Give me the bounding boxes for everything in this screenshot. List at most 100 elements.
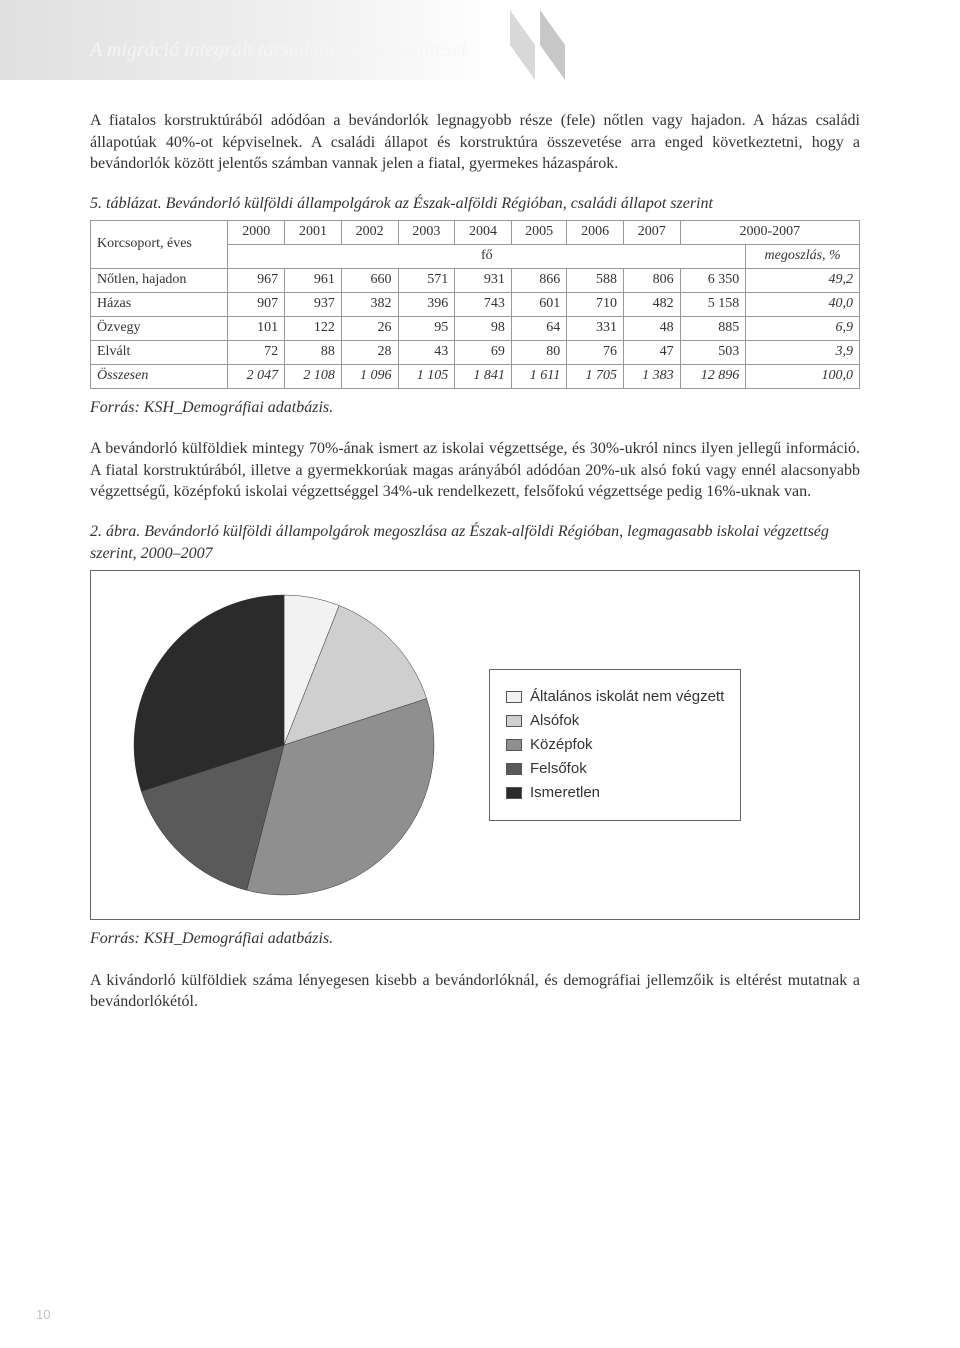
table-year-header: 2005 bbox=[511, 221, 566, 245]
table-corner-label: Korcsoport, éves bbox=[91, 221, 228, 269]
data-table: Korcsoport, éves200020012002200320042005… bbox=[90, 220, 860, 388]
legend-swatch-icon bbox=[506, 739, 522, 751]
table-cell: 76 bbox=[567, 340, 624, 364]
table-year-header: 2001 bbox=[285, 221, 342, 245]
data-table-container: Korcsoport, éves200020012002200320042005… bbox=[90, 220, 860, 388]
table-row: Elvált72882843698076475033,9 bbox=[91, 340, 860, 364]
legend-label: Általános iskolát nem végzett bbox=[530, 688, 724, 706]
table-range-header: 2000-2007 bbox=[680, 221, 859, 245]
table-cell: 571 bbox=[398, 269, 455, 293]
table-row: Összesen2 0472 1081 0961 1051 8411 6111 … bbox=[91, 364, 860, 388]
table-cell: 331 bbox=[567, 316, 624, 340]
page: A migráció integrált társadalmi megközel… bbox=[0, 0, 960, 1348]
intro-paragraph: A fiatalos korstruktúrából adódóan a bev… bbox=[90, 110, 860, 175]
table-row-label: Özvegy bbox=[91, 316, 228, 340]
table-cell: 396 bbox=[398, 293, 455, 317]
legend-swatch-icon bbox=[506, 715, 522, 727]
legend-item: Felsőfok bbox=[506, 760, 724, 778]
table-year-header: 2003 bbox=[398, 221, 455, 245]
legend-item: Alsófok bbox=[506, 712, 724, 730]
chart-caption: 2. ábra. Bevándorló külföldi állampolgár… bbox=[90, 521, 860, 564]
table-cell: 806 bbox=[623, 269, 680, 293]
table-cell: 931 bbox=[455, 269, 512, 293]
table-cell: 1 611 bbox=[511, 364, 566, 388]
legend-label: Középfok bbox=[530, 736, 593, 754]
table-cell: 1 096 bbox=[341, 364, 398, 388]
table-share-cell: 3,9 bbox=[746, 340, 860, 364]
table-cell: 1 105 bbox=[398, 364, 455, 388]
legend-label: Felsőfok bbox=[530, 760, 587, 778]
table-share-cell: 6,9 bbox=[746, 316, 860, 340]
legend-swatch-icon bbox=[506, 763, 522, 775]
table-row: Özvegy10112226959864331488856,9 bbox=[91, 316, 860, 340]
table-cell: 382 bbox=[341, 293, 398, 317]
table-row-label: Nőtlen, hajadon bbox=[91, 269, 228, 293]
table-row-label: Összesen bbox=[91, 364, 228, 388]
table-cell: 1 705 bbox=[567, 364, 624, 388]
legend-swatch-icon bbox=[506, 691, 522, 703]
table-share-cell: 40,0 bbox=[746, 293, 860, 317]
table-sum-cell: 6 350 bbox=[680, 269, 746, 293]
table-cell: 961 bbox=[285, 269, 342, 293]
legend-item: Általános iskolát nem végzett bbox=[506, 688, 724, 706]
table-cell: 482 bbox=[623, 293, 680, 317]
table-cell: 98 bbox=[455, 316, 512, 340]
table-cell: 710 bbox=[567, 293, 624, 317]
table-cell: 26 bbox=[341, 316, 398, 340]
education-paragraph: A bevándorló külföldiek mintegy 70%-ának… bbox=[90, 438, 860, 503]
table-cell: 660 bbox=[341, 269, 398, 293]
table-cell: 47 bbox=[623, 340, 680, 364]
table-cell: 1 841 bbox=[455, 364, 512, 388]
table-cell: 101 bbox=[228, 316, 285, 340]
table-cell: 1 383 bbox=[623, 364, 680, 388]
page-header: A migráció integrált társadalmi megközel… bbox=[0, 0, 960, 80]
table-sum-cell: 885 bbox=[680, 316, 746, 340]
table-cell: 967 bbox=[228, 269, 285, 293]
table-cell: 601 bbox=[511, 293, 566, 317]
pie-chart-box: Általános iskolát nem végzett Alsófok Közé… bbox=[90, 570, 860, 920]
table-cell: 28 bbox=[341, 340, 398, 364]
page-header-title: A migráció integrált társadalmi megközel… bbox=[90, 39, 466, 62]
table-cell: 69 bbox=[455, 340, 512, 364]
table-cell: 43 bbox=[398, 340, 455, 364]
table-unit-header: fő bbox=[228, 245, 746, 269]
table-cell: 64 bbox=[511, 316, 566, 340]
table-row: Házas9079373823967436017104825 15840,0 bbox=[91, 293, 860, 317]
table-year-header: 2000 bbox=[228, 221, 285, 245]
table-cell: 80 bbox=[511, 340, 566, 364]
closing-paragraph: A kivándorló külföldiek száma lényegesen… bbox=[90, 970, 860, 1013]
table-share-header: megoszlás, % bbox=[746, 245, 860, 269]
table-cell: 48 bbox=[623, 316, 680, 340]
table-cell: 743 bbox=[455, 293, 512, 317]
chart-source: Forrás: KSH_Demográfiai adatbázis. bbox=[90, 928, 860, 950]
table-year-header: 2004 bbox=[455, 221, 512, 245]
table-cell: 88 bbox=[285, 340, 342, 364]
table-sum-cell: 5 158 bbox=[680, 293, 746, 317]
chevron-decoration-icon bbox=[500, 10, 590, 80]
table-share-cell: 49,2 bbox=[746, 269, 860, 293]
table-row: Nőtlen, hajadon9679616605719318665888066… bbox=[91, 269, 860, 293]
table-cell: 937 bbox=[285, 293, 342, 317]
table-cell: 72 bbox=[228, 340, 285, 364]
legend-item: Ismeretlen bbox=[506, 784, 724, 802]
table-cell: 588 bbox=[567, 269, 624, 293]
table-caption: 5. táblázat. Bevándorló külföldi állampo… bbox=[90, 193, 860, 215]
table-cell: 2 047 bbox=[228, 364, 285, 388]
table-sum-cell: 12 896 bbox=[680, 364, 746, 388]
table-year-header: 2007 bbox=[623, 221, 680, 245]
table-year-header: 2006 bbox=[567, 221, 624, 245]
table-share-cell: 100,0 bbox=[746, 364, 860, 388]
legend-label: Ismeretlen bbox=[530, 784, 600, 802]
table-cell: 95 bbox=[398, 316, 455, 340]
table-cell: 122 bbox=[285, 316, 342, 340]
table-source: Forrás: KSH_Demográfiai adatbázis. bbox=[90, 397, 860, 419]
chart-legend: Általános iskolát nem végzett Alsófok Közé… bbox=[489, 669, 741, 821]
table-cell: 866 bbox=[511, 269, 566, 293]
table-sum-cell: 503 bbox=[680, 340, 746, 364]
legend-label: Alsófok bbox=[530, 712, 579, 730]
content-area: A fiatalos korstruktúrából adódóan a bev… bbox=[0, 110, 960, 1013]
legend-swatch-icon bbox=[506, 787, 522, 799]
table-cell: 2 108 bbox=[285, 364, 342, 388]
pie-chart bbox=[119, 585, 449, 905]
table-cell: 907 bbox=[228, 293, 285, 317]
